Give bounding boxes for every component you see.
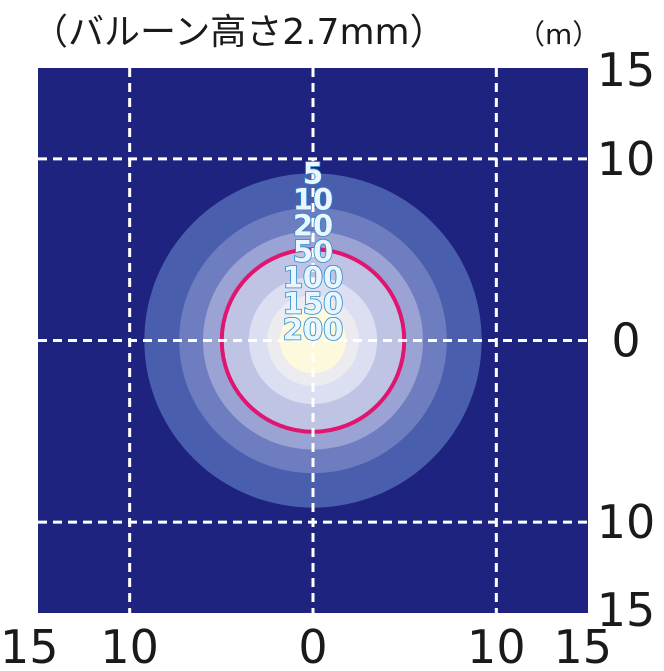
y-tick-label: 10 (597, 132, 656, 186)
y-tick-label: 15 (597, 583, 656, 637)
chart-title: （バルーン高さ2.7mm） (32, 12, 446, 53)
y-tick-label: 10 (597, 495, 656, 549)
x-tick-label: 15 (0, 620, 59, 671)
level-label: 50 (293, 234, 333, 268)
x-tick-labels: 15 10 0 10 15 (0, 620, 612, 671)
x-tick-label: 10 (467, 620, 526, 671)
level-label: 5 (303, 156, 323, 190)
x-tick-label: 10 (100, 620, 159, 671)
grid-lines (38, 68, 588, 613)
level-label: 20 (293, 208, 333, 242)
unit-label: （m） (517, 18, 600, 51)
level-label: 200 (283, 312, 344, 346)
level-label: 150 (283, 286, 344, 320)
x-tick-label: 0 (298, 620, 327, 671)
y-tick-label: 0 (611, 314, 640, 368)
y-tick-label: 15 (597, 43, 656, 97)
level-label: 10 (293, 182, 333, 216)
level-label: 100 (283, 260, 344, 294)
x-tick-label: 15 (553, 620, 612, 671)
y-tick-labels: 15 10 0 10 15 (597, 43, 656, 637)
